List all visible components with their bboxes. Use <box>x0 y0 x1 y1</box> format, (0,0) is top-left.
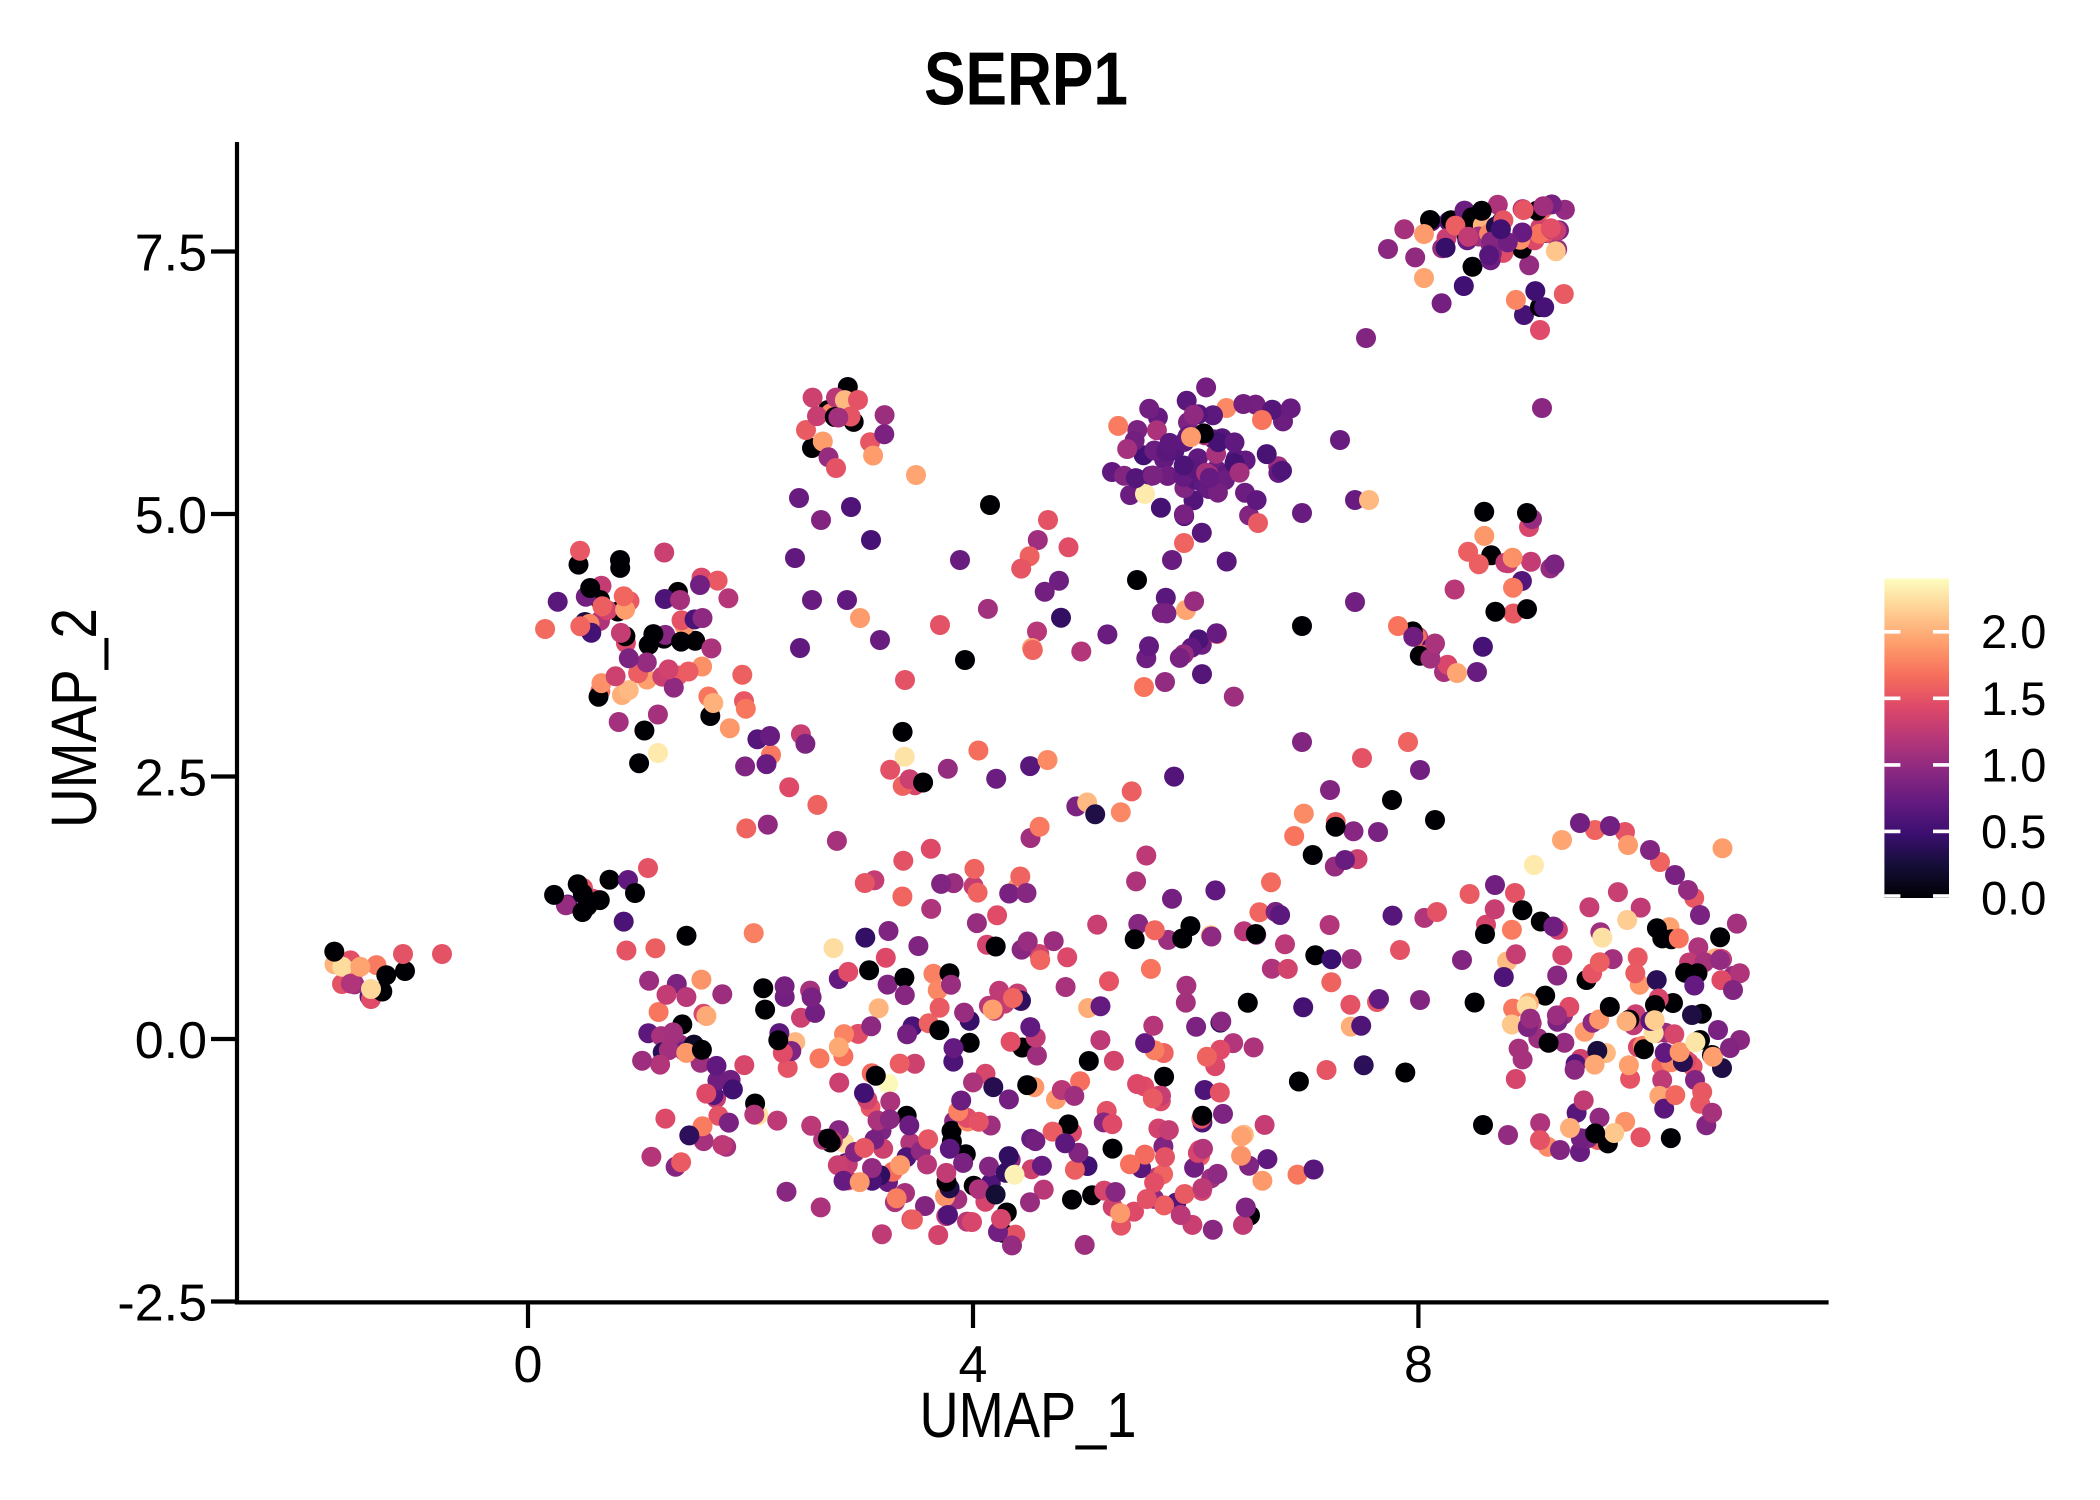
svg-text:0.0: 0.0 <box>135 1012 207 1070</box>
svg-text:0: 0 <box>514 1336 543 1394</box>
svg-text:UMAP_1: UMAP_1 <box>920 1379 1137 1451</box>
svg-text:1.5: 1.5 <box>1981 672 2046 725</box>
svg-text:0.5: 0.5 <box>1981 805 2046 858</box>
svg-text:4: 4 <box>959 1336 988 1394</box>
svg-text:7.5: 7.5 <box>135 225 207 283</box>
svg-text:2.0: 2.0 <box>1981 605 2046 658</box>
svg-text:UMAP_2: UMAP_2 <box>38 608 110 828</box>
svg-text:5.0: 5.0 <box>135 487 207 545</box>
svg-text:2.5: 2.5 <box>135 750 207 808</box>
svg-text:-2.5: -2.5 <box>117 1275 207 1333</box>
svg-text:8: 8 <box>1404 1336 1433 1394</box>
svg-text:SERP1: SERP1 <box>924 37 1128 121</box>
svg-text:1.0: 1.0 <box>1981 738 2046 791</box>
svg-text:0.0: 0.0 <box>1981 872 2046 925</box>
